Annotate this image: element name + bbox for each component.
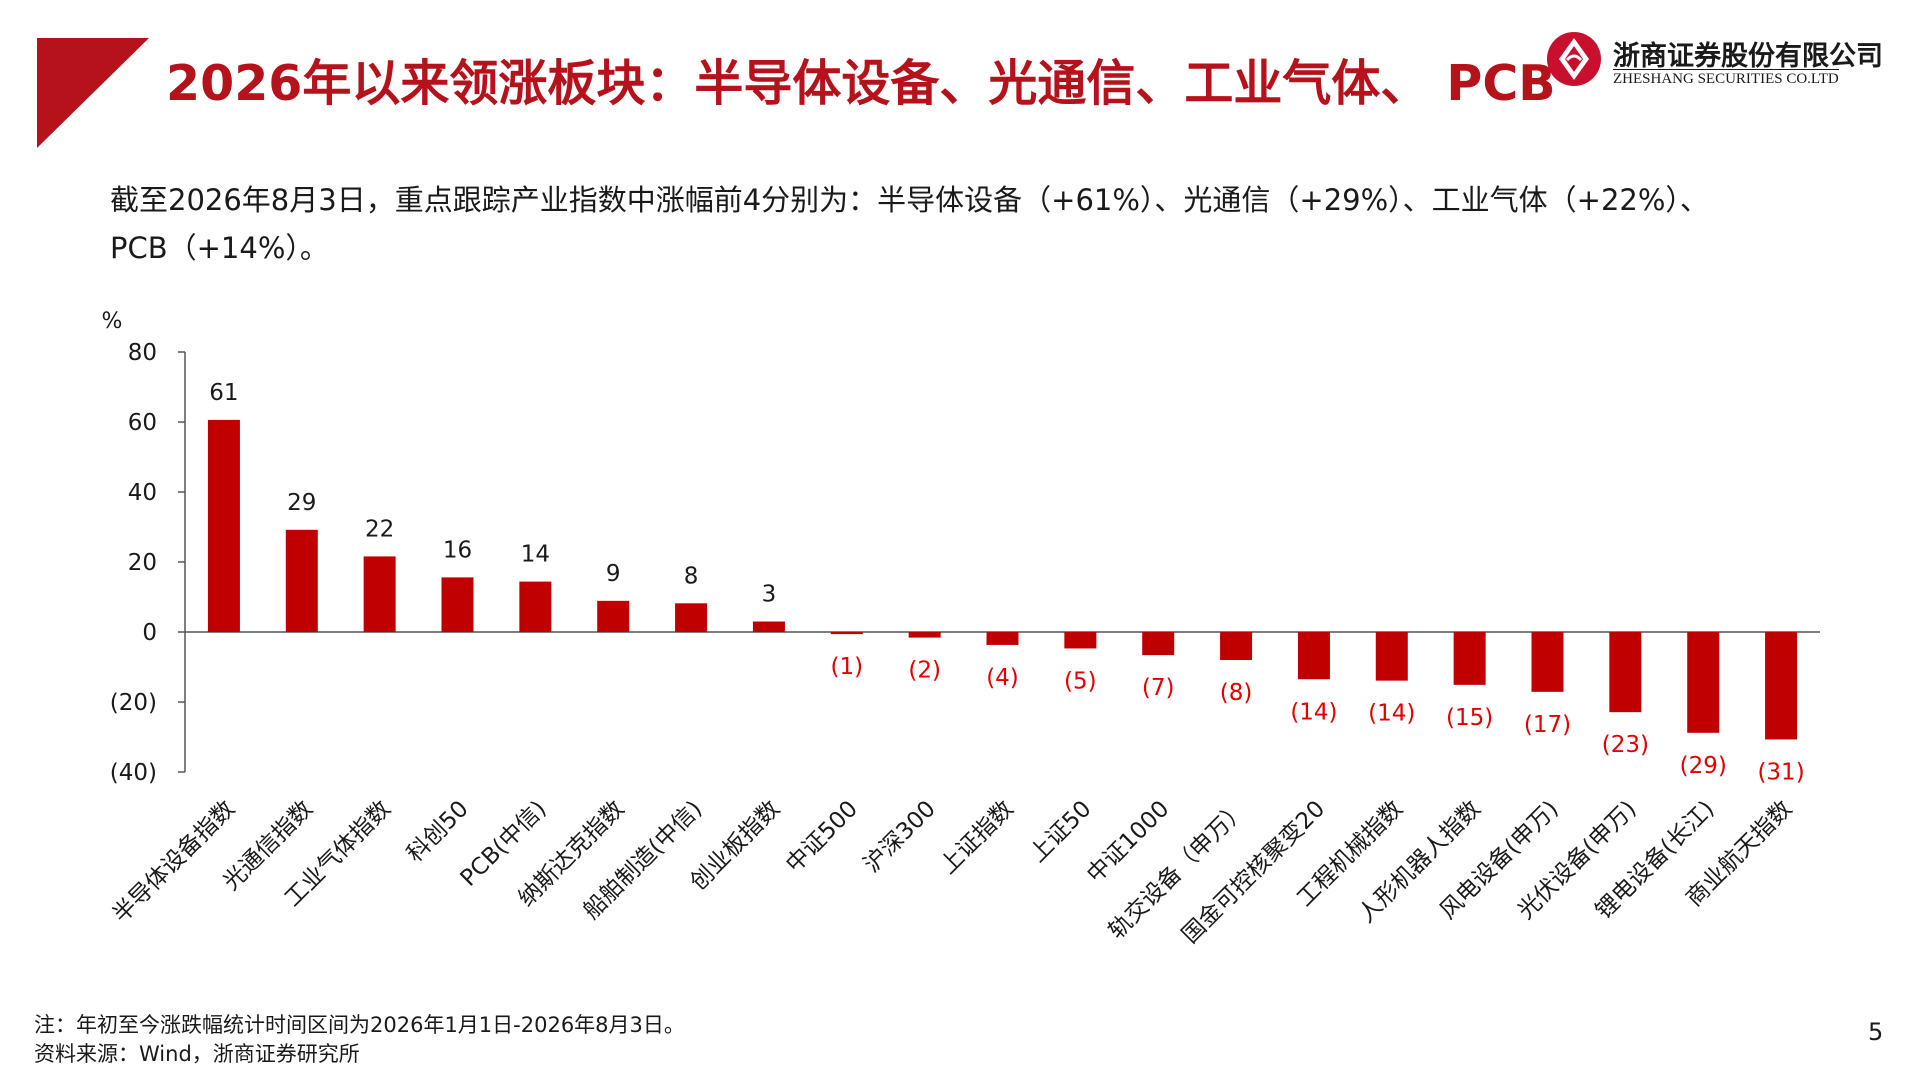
data-label: (5)	[1064, 668, 1097, 694]
x-category-label: 中证500	[781, 796, 863, 878]
y-tick-label: 0	[142, 620, 157, 646]
bar	[1687, 632, 1720, 733]
x-category-label: 轨交设备（申万）	[1104, 796, 1252, 944]
summary-line-1: 截至2026年8月3日，重点跟踪产业指数中涨幅前4分别为：半导体设备（+61%）…	[110, 183, 1709, 217]
logo-name-cn: 浙商证券股份有限公司	[1613, 41, 1883, 72]
footnote-note: 注：年初至今涨跌幅统计时间区间为2026年1月1日-2026年8月3日。	[34, 1013, 685, 1037]
bar	[675, 603, 708, 632]
data-label: (1)	[830, 654, 863, 680]
data-label: (2)	[908, 658, 941, 684]
x-category-label: 沪深300	[859, 796, 941, 878]
x-category-label: 上证指数	[935, 796, 1018, 879]
data-label: (17)	[1524, 712, 1571, 738]
bar	[1375, 632, 1408, 681]
footnote: 注：年初至今涨跌幅统计时间区间为2026年1月1日-2026年8月3日。 资料来…	[34, 1011, 685, 1069]
y-tick-label: (20)	[110, 690, 157, 716]
data-label: (14)	[1368, 701, 1415, 727]
bar	[830, 632, 863, 635]
bar-chart: %806040200(20)(40)61半导体设备指数29光通信指数22工业气体…	[102, 309, 1820, 949]
bar	[908, 632, 941, 638]
bar	[1765, 632, 1798, 740]
bar	[1297, 632, 1330, 680]
summary-text: 截至2026年8月3日，重点跟踪产业指数中涨幅前4分别为：半导体设备（+61%）…	[110, 176, 1900, 272]
data-label: (23)	[1602, 732, 1649, 758]
bar	[597, 600, 630, 632]
data-label: 9	[606, 561, 621, 587]
summary-line-2: PCB（+14%）。	[110, 231, 329, 265]
data-label: (15)	[1446, 705, 1493, 731]
footnote-source: 资料来源：Wind，浙商证券研究所	[34, 1042, 360, 1066]
page-number: 5	[1868, 1018, 1884, 1046]
bar	[285, 529, 318, 632]
data-label: (8)	[1220, 680, 1253, 706]
bar	[519, 581, 552, 632]
data-label: (31)	[1757, 759, 1804, 785]
y-tick-label: 60	[128, 410, 157, 436]
bar	[986, 632, 1019, 645]
bar	[1142, 632, 1175, 656]
x-category-label: 上证50	[1025, 796, 1097, 868]
y-tick-label: (40)	[110, 760, 157, 786]
data-label: (7)	[1142, 675, 1175, 701]
data-label: 61	[209, 380, 238, 406]
data-label: (4)	[986, 665, 1019, 691]
page-title: 2026年以来领涨板块：半导体设备、光通信、工业气体、 PCB	[166, 55, 1556, 112]
bar	[1531, 632, 1564, 692]
data-label: 29	[287, 490, 316, 516]
y-tick-label: 80	[128, 340, 157, 366]
y-tick-label: 40	[128, 480, 157, 506]
corner-accent	[37, 38, 149, 148]
x-category-label: 半导体设备指数	[108, 796, 240, 928]
x-category-label: 国金可控核聚变20	[1177, 796, 1330, 949]
bar	[1609, 632, 1642, 713]
data-label: (14)	[1290, 699, 1337, 725]
bar	[207, 419, 240, 632]
bar	[363, 556, 396, 632]
company-logo: 浙商证券股份有限公司 ZHESHANG SECURITIES CO.LTD	[1545, 30, 1890, 90]
zheshang-logo-icon	[1547, 32, 1601, 86]
data-label: 22	[365, 516, 394, 542]
bar	[752, 621, 785, 632]
bar	[1220, 632, 1253, 660]
y-axis-unit: %	[102, 309, 123, 334]
data-label: 8	[684, 563, 699, 589]
data-label: 16	[443, 537, 472, 563]
logo-name-en: ZHESHANG SECURITIES CO.LTD	[1613, 69, 1839, 87]
data-label: (29)	[1680, 753, 1727, 779]
data-label: 14	[521, 542, 550, 568]
data-label: 3	[762, 582, 777, 608]
bar	[1453, 632, 1486, 685]
bar	[441, 577, 474, 632]
bar	[1064, 632, 1097, 649]
y-tick-label: 20	[128, 550, 157, 576]
x-category-label: 科创50	[402, 796, 474, 868]
